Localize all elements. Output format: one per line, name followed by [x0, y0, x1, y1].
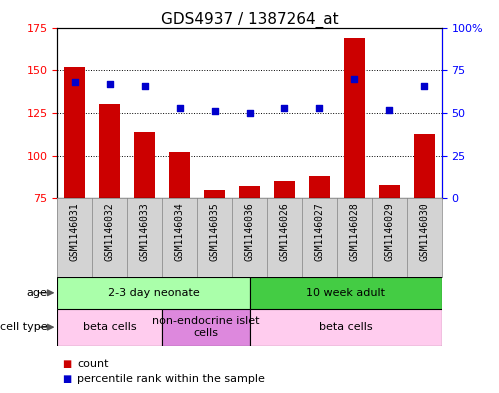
Bar [204, 190, 225, 327]
Text: percentile rank within the sample: percentile rank within the sample [77, 374, 265, 384]
Point [106, 81, 114, 87]
Bar [134, 132, 155, 327]
Text: GSM1146034: GSM1146034 [175, 202, 185, 261]
Text: 10 week adult: 10 week adult [306, 288, 385, 298]
Bar [414, 134, 435, 327]
Point [350, 75, 358, 82]
Text: cell type: cell type [0, 322, 47, 332]
Text: non-endocrine islet
cells: non-endocrine islet cells [152, 316, 259, 338]
Text: ■: ■ [62, 358, 72, 369]
Text: GSM1146026: GSM1146026 [279, 202, 289, 261]
Point [141, 83, 149, 89]
Bar [344, 38, 365, 327]
Text: beta cells: beta cells [319, 322, 372, 332]
Text: GSM1146031: GSM1146031 [70, 202, 80, 261]
Point [280, 105, 288, 111]
Text: GSM1146027: GSM1146027 [314, 202, 324, 261]
Text: ■: ■ [62, 374, 72, 384]
Point [211, 108, 219, 114]
Bar [250, 277, 442, 309]
Point [176, 105, 184, 111]
Text: age: age [26, 288, 47, 298]
Text: GSM1146033: GSM1146033 [140, 202, 150, 261]
Point [71, 79, 79, 85]
Text: beta cells: beta cells [83, 322, 137, 332]
Bar [57, 277, 250, 309]
Text: count: count [77, 358, 109, 369]
Bar [169, 152, 190, 327]
Bar [250, 309, 442, 346]
Text: 2-3 day neonate: 2-3 day neonate [108, 288, 199, 298]
Point [385, 107, 393, 113]
Bar [379, 185, 400, 327]
Point [246, 110, 253, 116]
Point [315, 105, 323, 111]
Bar [239, 187, 260, 327]
Bar [309, 176, 330, 327]
Text: GSM1146032: GSM1146032 [105, 202, 115, 261]
Title: GDS4937 / 1387264_at: GDS4937 / 1387264_at [161, 11, 338, 28]
Bar [162, 309, 250, 346]
Bar [57, 309, 162, 346]
Text: GSM1146035: GSM1146035 [210, 202, 220, 261]
Text: GSM1146029: GSM1146029 [384, 202, 394, 261]
Text: GSM1146036: GSM1146036 [245, 202, 254, 261]
Text: GSM1146028: GSM1146028 [349, 202, 359, 261]
Point [420, 83, 428, 89]
Bar [274, 181, 295, 327]
Bar [99, 105, 120, 327]
Bar [64, 67, 85, 327]
Text: GSM1146030: GSM1146030 [419, 202, 429, 261]
